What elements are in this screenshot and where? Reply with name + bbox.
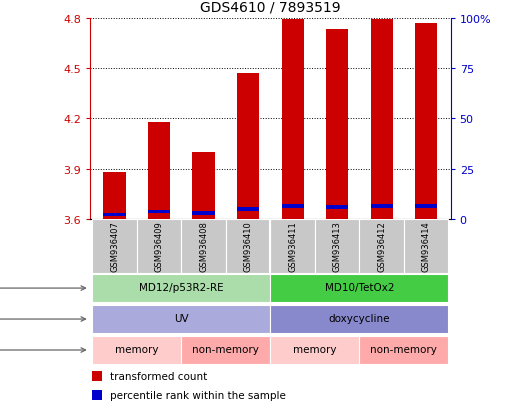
Bar (92, 219, 137, 273)
Bar (270, 275, 449, 302)
Bar (270, 336, 359, 364)
Text: MD10/TetOx2: MD10/TetOx2 (324, 283, 394, 293)
Text: percentile rank within the sample: percentile rank within the sample (110, 390, 286, 400)
Bar (181, 219, 226, 273)
Bar (270, 305, 449, 333)
Bar (370, 20, 393, 219)
Bar (415, 205, 437, 208)
Text: memory: memory (293, 344, 337, 354)
Text: transformed count: transformed count (110, 371, 208, 381)
Text: GSM936413: GSM936413 (333, 221, 341, 271)
Bar (104, 214, 126, 217)
Text: non-memory: non-memory (370, 344, 437, 354)
Text: MD12/p53R2-RE: MD12/p53R2-RE (139, 283, 224, 293)
Text: GSM936412: GSM936412 (377, 221, 386, 271)
Bar (326, 30, 348, 219)
Bar (148, 210, 170, 214)
Text: stress: stress (0, 314, 85, 324)
Bar (237, 208, 259, 211)
Bar (104, 173, 126, 219)
Bar (92, 305, 270, 333)
Bar (92, 371, 102, 381)
Text: GSM936407: GSM936407 (110, 221, 119, 271)
Bar (282, 20, 304, 219)
Bar (226, 219, 270, 273)
Bar (282, 205, 304, 208)
Bar (137, 219, 181, 273)
Bar (148, 122, 170, 219)
Text: cell type: cell type (0, 345, 85, 355)
Bar (370, 205, 393, 208)
Bar (415, 24, 437, 219)
Bar (359, 336, 449, 364)
Bar (270, 219, 315, 273)
Bar (193, 212, 215, 215)
Text: doxycycline: doxycycline (329, 313, 390, 324)
Bar (92, 390, 102, 401)
Bar (92, 336, 181, 364)
Text: GSM936410: GSM936410 (244, 221, 253, 271)
Bar (404, 219, 449, 273)
Bar (193, 152, 215, 219)
Text: UV: UV (174, 313, 188, 324)
Bar (181, 336, 270, 364)
Text: GSM936408: GSM936408 (199, 221, 208, 271)
Bar (326, 206, 348, 209)
Bar (315, 219, 359, 273)
Text: GSM936411: GSM936411 (288, 221, 297, 271)
Text: memory: memory (115, 344, 159, 354)
Bar (359, 219, 404, 273)
Title: GDS4610 / 7893519: GDS4610 / 7893519 (200, 1, 341, 14)
Text: GSM936414: GSM936414 (422, 221, 431, 271)
Text: non-memory: non-memory (193, 344, 260, 354)
Text: genotype/variation: genotype/variation (0, 283, 85, 293)
Bar (92, 275, 270, 302)
Bar (237, 74, 259, 219)
Text: GSM936409: GSM936409 (154, 221, 164, 271)
